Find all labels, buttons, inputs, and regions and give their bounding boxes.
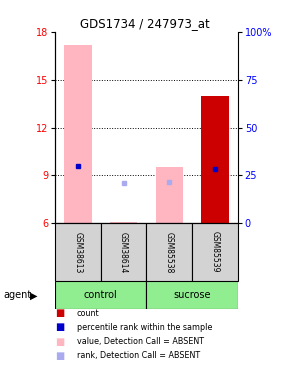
- Text: ▶: ▶: [30, 290, 37, 300]
- Text: count: count: [77, 309, 99, 318]
- Text: agent: agent: [3, 290, 31, 300]
- Bar: [55, 281, 146, 309]
- Bar: [146, 223, 192, 281]
- Text: percentile rank within the sample: percentile rank within the sample: [77, 323, 212, 332]
- Text: value, Detection Call = ABSENT: value, Detection Call = ABSENT: [77, 337, 204, 346]
- Text: ■: ■: [55, 308, 64, 318]
- Bar: [101, 223, 146, 281]
- Bar: [155, 167, 183, 223]
- Text: GSM38614: GSM38614: [119, 231, 128, 273]
- Text: GDS1734 / 247973_at: GDS1734 / 247973_at: [80, 17, 210, 30]
- Text: control: control: [84, 290, 118, 300]
- Text: sucrose: sucrose: [173, 290, 211, 300]
- Text: GSM85538: GSM85538: [165, 231, 174, 273]
- Text: GSM85539: GSM85539: [211, 231, 220, 273]
- Text: ■: ■: [55, 337, 64, 346]
- Bar: [146, 281, 238, 309]
- Bar: [192, 223, 238, 281]
- Bar: [201, 96, 229, 223]
- Bar: [64, 45, 92, 223]
- Bar: [55, 223, 101, 281]
- Text: rank, Detection Call = ABSENT: rank, Detection Call = ABSENT: [77, 351, 200, 360]
- Text: GSM38613: GSM38613: [73, 231, 82, 273]
- Bar: [110, 222, 137, 223]
- Text: ■: ■: [55, 351, 64, 361]
- Text: ■: ■: [55, 322, 64, 332]
